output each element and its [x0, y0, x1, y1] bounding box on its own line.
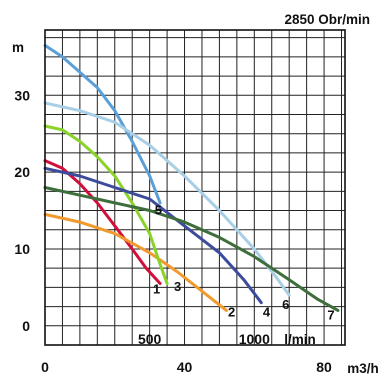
series-line-1	[43, 159, 162, 285]
series-label-3: 3	[174, 279, 181, 294]
x-tick-labels-lpm: 500 1000	[138, 331, 270, 347]
x-tick-label-lpm: 1000	[239, 331, 270, 347]
chart-grid	[45, 30, 345, 345]
series-label-1: 1	[153, 282, 160, 297]
chart-frame	[44, 29, 346, 346]
y-tick-label: 0	[22, 318, 30, 334]
y-tick-label: 10	[14, 241, 30, 257]
y-tick-labels: 0 10 20 30	[14, 87, 30, 333]
y-tick-label: 20	[14, 164, 30, 180]
series-label-7: 7	[327, 308, 334, 323]
x-tick-label-m3h: 40	[177, 359, 193, 375]
x-tick-labels-m3h: 0 40 80	[41, 359, 332, 375]
x-tick-label-m3h: 0	[41, 359, 49, 375]
y-tick-label: 30	[14, 87, 30, 103]
series-label-6: 6	[282, 297, 289, 312]
series-line-7	[43, 186, 340, 312]
x-axis-label-lpm: l/min	[284, 332, 316, 347]
x-tick-label-lpm: 500	[138, 331, 162, 347]
series-line-3	[43, 124, 169, 285]
chart-title: 2850 Obr/min	[284, 12, 370, 27]
series-label-4: 4	[263, 305, 271, 320]
series-labels: 1 2 3 4 5 6 7	[153, 202, 335, 322]
series-label-2: 2	[228, 305, 235, 320]
series-line-2	[43, 212, 228, 312]
series-line-5	[43, 43, 162, 205]
x-tick-label-m3h: 80	[316, 359, 332, 375]
x-axis-label-m3h: m3/h	[347, 361, 379, 376]
series-label-5: 5	[155, 202, 162, 217]
series-line-4	[43, 166, 263, 305]
y-axis-label: m	[12, 40, 24, 55]
chart-series-group	[43, 43, 340, 312]
